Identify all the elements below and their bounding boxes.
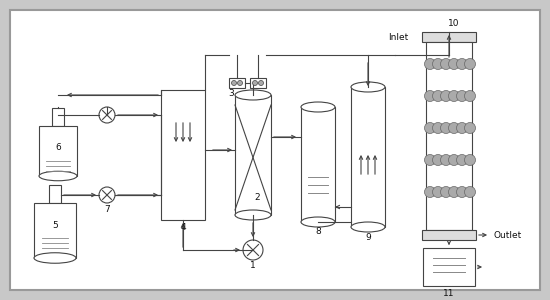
Circle shape	[441, 187, 452, 197]
Circle shape	[432, 91, 443, 101]
Circle shape	[425, 58, 436, 70]
Bar	[250, 78, 266, 88]
Text: 5: 5	[52, 220, 58, 230]
Bar	[422, 230, 476, 240]
Circle shape	[425, 187, 436, 197]
Ellipse shape	[351, 222, 385, 232]
Circle shape	[432, 154, 443, 166]
Bar	[49, 185, 61, 203]
Text: 8: 8	[315, 227, 321, 236]
Circle shape	[441, 154, 452, 166]
Ellipse shape	[34, 253, 76, 263]
Circle shape	[448, 91, 459, 101]
Circle shape	[432, 58, 443, 70]
Bar	[34, 203, 76, 258]
Bar	[423, 248, 475, 286]
Circle shape	[441, 91, 452, 101]
Bar	[229, 78, 245, 88]
Circle shape	[465, 91, 476, 101]
Circle shape	[456, 154, 468, 166]
Bar	[426, 42, 472, 230]
Bar	[161, 90, 205, 220]
Circle shape	[425, 154, 436, 166]
Text: 2: 2	[254, 193, 260, 202]
Ellipse shape	[301, 102, 335, 112]
Circle shape	[456, 122, 468, 134]
Text: 4: 4	[180, 224, 186, 232]
Text: 10: 10	[448, 20, 460, 28]
Text: Outlet: Outlet	[494, 230, 522, 239]
Circle shape	[456, 58, 468, 70]
Text: 9: 9	[365, 232, 371, 242]
Circle shape	[252, 80, 257, 86]
Circle shape	[448, 187, 459, 197]
Text: 11: 11	[443, 290, 455, 298]
Ellipse shape	[39, 171, 77, 181]
Circle shape	[258, 80, 263, 86]
Bar	[422, 32, 476, 42]
Bar	[52, 108, 64, 126]
Circle shape	[448, 58, 459, 70]
Circle shape	[448, 154, 459, 166]
Circle shape	[465, 187, 476, 197]
Circle shape	[441, 122, 452, 134]
Text: 1: 1	[250, 262, 256, 271]
Bar	[39, 126, 77, 176]
Text: Inlet: Inlet	[388, 32, 408, 41]
Bar	[351, 87, 385, 227]
Circle shape	[465, 122, 476, 134]
Circle shape	[425, 122, 436, 134]
Circle shape	[448, 122, 459, 134]
Circle shape	[232, 80, 236, 86]
Circle shape	[456, 91, 468, 101]
Bar	[301, 107, 335, 222]
Circle shape	[465, 154, 476, 166]
Circle shape	[99, 187, 115, 203]
Circle shape	[243, 240, 263, 260]
Ellipse shape	[301, 217, 335, 227]
Circle shape	[441, 58, 452, 70]
Circle shape	[432, 122, 443, 134]
Circle shape	[238, 80, 243, 86]
Ellipse shape	[351, 82, 385, 92]
Ellipse shape	[235, 210, 271, 220]
Circle shape	[99, 107, 115, 123]
Circle shape	[432, 187, 443, 197]
Ellipse shape	[235, 90, 271, 100]
Text: 3: 3	[228, 89, 234, 98]
Text: 7: 7	[104, 205, 110, 214]
Circle shape	[425, 91, 436, 101]
Bar	[235, 95, 271, 215]
Circle shape	[465, 58, 476, 70]
Circle shape	[456, 187, 468, 197]
Text: 6: 6	[55, 143, 61, 152]
